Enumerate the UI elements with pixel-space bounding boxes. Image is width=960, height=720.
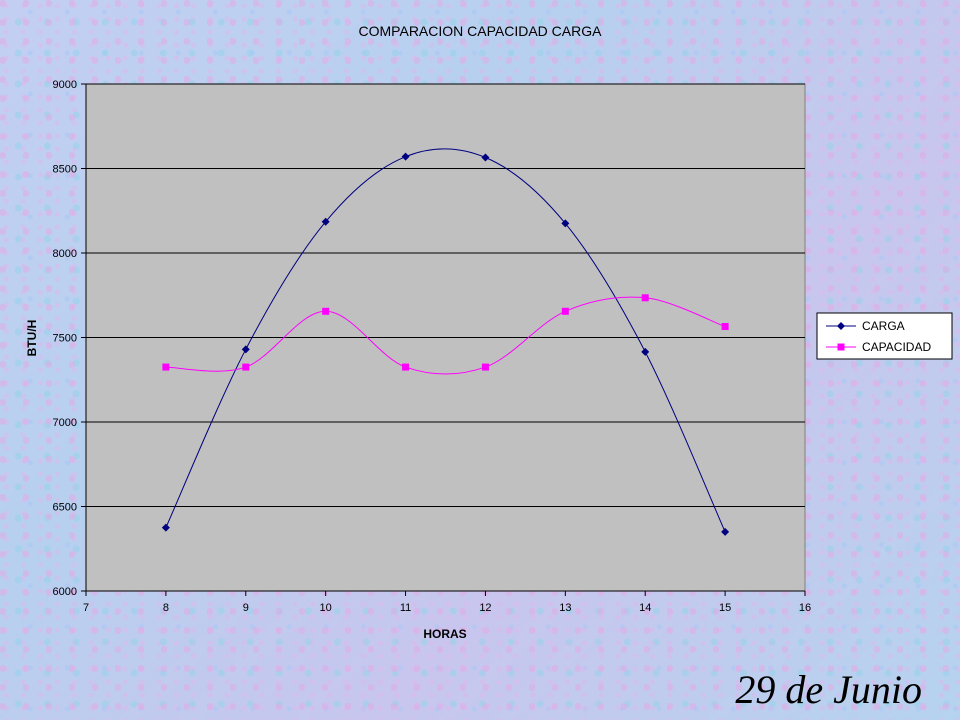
legend-marker-carga (837, 322, 845, 330)
data-point-capacidad (561, 307, 569, 315)
legend: CARGA CAPACIDAD (816, 312, 953, 360)
x-tick-label: 9 (243, 602, 249, 614)
y-axis: 6000 6500 7000 7500 8000 8500 9000 (53, 79, 87, 598)
data-point-capacidad (162, 363, 170, 371)
x-axis: 7 8 9 10 11 12 13 14 15 16 (83, 590, 811, 614)
series-group (161, 148, 730, 536)
y-tick-label: 9000 (53, 79, 77, 91)
series-carga (161, 148, 730, 536)
series-line-capacidad (165, 296, 726, 375)
x-tick-label: 13 (559, 602, 571, 614)
data-point-carga (241, 345, 250, 354)
legend-label-carga: CARGA (862, 319, 905, 333)
data-point-carga (721, 527, 730, 536)
y-axis-label: BTU/H (25, 320, 39, 357)
data-point-carga (161, 523, 170, 532)
data-point-capacidad (641, 294, 649, 302)
x-tick-label: 16 (799, 602, 811, 614)
x-tick-label: 12 (479, 602, 491, 614)
data-point-capacidad (481, 363, 489, 371)
x-tick-label: 8 (163, 602, 169, 614)
data-point-capacidad (242, 363, 250, 371)
data-point-carga (401, 152, 410, 161)
y-tick-label: 7000 (53, 417, 77, 429)
x-tick-label: 7 (83, 602, 89, 614)
data-point-carga (481, 153, 490, 162)
data-point-carga (641, 347, 650, 356)
series-capacidad (162, 294, 729, 375)
y-tick-label: 6000 (53, 586, 77, 598)
data-point-capacidad (721, 323, 729, 331)
x-axis-label: HORAS (423, 627, 466, 641)
y-tick-label: 7500 (53, 333, 77, 345)
y-tick-label: 8500 (53, 164, 77, 176)
legend-label-capacidad: CAPACIDAD (862, 340, 931, 354)
data-point-carga (321, 217, 330, 226)
x-tick-label: 11 (400, 602, 411, 614)
x-tick-label: 14 (639, 602, 651, 614)
data-point-capacidad (402, 363, 410, 371)
x-tick-label: 10 (320, 602, 332, 614)
date-label: 29 de Junio (735, 667, 922, 712)
legend-box (816, 312, 953, 360)
data-point-carga (561, 219, 570, 228)
chart-title: COMPARACION CAPACIDAD CARGA (359, 23, 603, 39)
y-tick-label: 6500 (53, 502, 77, 514)
y-tick-label: 8000 (53, 248, 77, 260)
x-tick-label: 15 (719, 602, 731, 614)
data-point-capacidad (322, 307, 330, 315)
legend-marker-capacidad (837, 343, 845, 351)
